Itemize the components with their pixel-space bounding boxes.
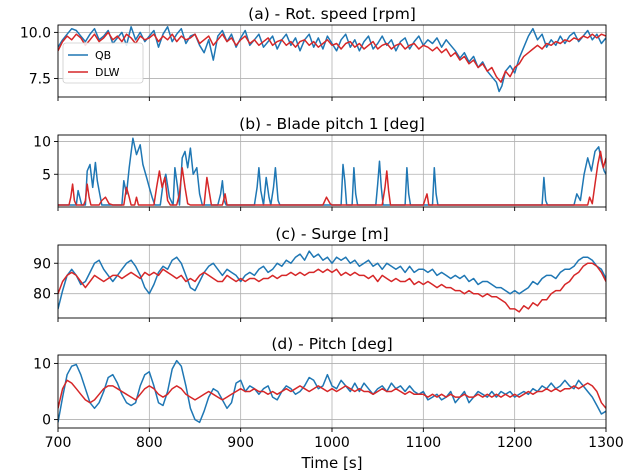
panel-title: (d) - Pitch [deg]: [271, 335, 392, 353]
series-line-dlw: [58, 31, 606, 83]
panel-c: 80 90 (c) - Surge [m]: [33, 225, 607, 322]
legend-label-dlw: DLW: [95, 66, 120, 79]
y-tick-label: 10.0: [20, 25, 51, 41]
x-tick-label: 1000: [314, 435, 350, 451]
y-tick-label: 10: [33, 356, 51, 372]
series-line-dlw: [58, 379, 606, 409]
series-line-dlw: [58, 150, 606, 206]
x-tick-label: 1100: [406, 435, 442, 451]
y-tick-label: 90: [33, 256, 51, 272]
x-tick-label: 1200: [497, 435, 533, 451]
panel-title: (a) - Rot. speed [rpm]: [248, 5, 416, 23]
series-group: [58, 359, 606, 424]
series-line-dlw: [58, 262, 606, 313]
x-axis-label: Time [s]: [301, 454, 363, 472]
series-line-qb: [58, 137, 606, 206]
series-group: [58, 250, 606, 313]
y-tick-label: 0: [42, 413, 51, 429]
series-line-qb: [58, 26, 606, 93]
series-group: [58, 137, 606, 206]
y-tick-label: 5: [42, 167, 51, 183]
x-tick-label: 700: [45, 435, 72, 451]
legend: QB DLW: [62, 42, 144, 84]
y-tick-label: 7.5: [29, 72, 51, 88]
y-tick-label: 80: [33, 287, 51, 303]
panel-title: (b) - Blade pitch 1 [deg]: [239, 115, 425, 133]
legend-label-qb: QB: [95, 49, 111, 62]
panel-title: (c) - Surge [m]: [275, 225, 388, 243]
legend-box: [62, 42, 144, 84]
panel-d: 0 10 700 800 900 1000 1100 1200 1300 (d) - Pitch …: [33, 335, 624, 451]
x-tick-label: 800: [136, 435, 163, 451]
y-tick-label: 10: [33, 135, 51, 151]
panel-a: 7.5 10.0 (a) - Rot. speed [rpm]: [20, 5, 607, 101]
series-line-qb: [58, 359, 606, 424]
panel-b: 5 10 (b) - Blade pitch 1 [deg]: [33, 115, 607, 211]
x-tick-label: 900: [227, 435, 254, 451]
series-line-qb: [58, 250, 606, 310]
series-group: [58, 26, 606, 93]
x-tick-label: 1300: [588, 435, 624, 451]
